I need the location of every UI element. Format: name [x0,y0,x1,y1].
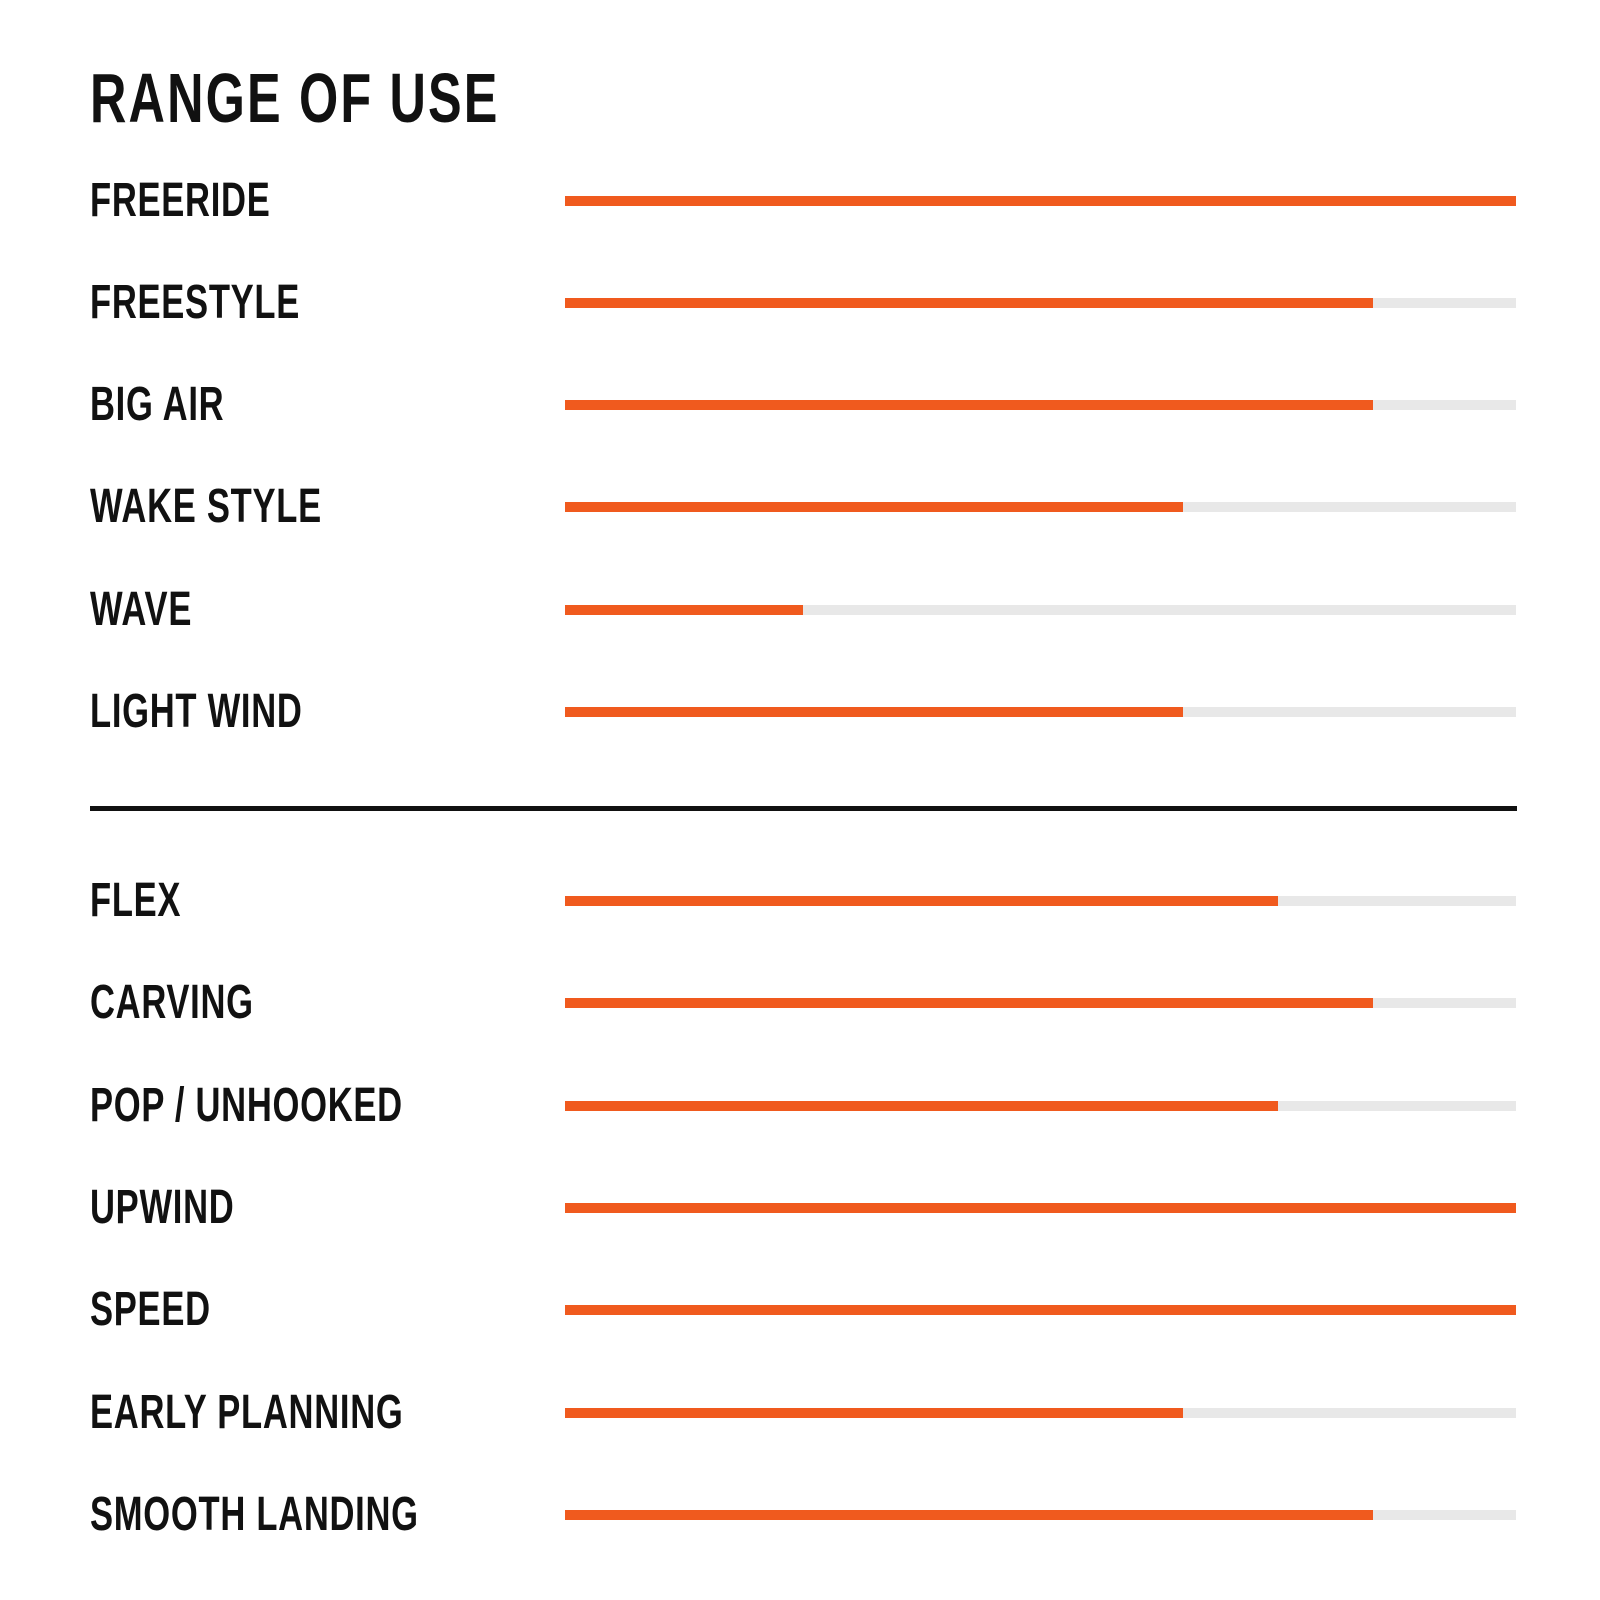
bar-row: POP / UNHOOKED [0,1076,1600,1136]
bar-fill [565,896,1279,906]
bar-label: CARVING [90,976,254,1029]
bar-track [565,605,1516,615]
bar-fill [565,400,1374,410]
bar-label: WAKE STYLE [90,480,322,533]
bar-label: WAVE [90,583,193,636]
bar-track [565,1305,1516,1315]
bar-track [565,502,1516,512]
bar-row: FREERIDE [0,171,1600,231]
bar-row: FREESTYLE [0,273,1600,333]
bar-track [565,1510,1516,1520]
bar-label: POP / UNHOOKED [90,1079,403,1132]
bar-fill [565,298,1374,308]
bar-track [565,298,1516,308]
bar-row: WAVE [0,580,1600,640]
bar-label: LIGHT WIND [90,685,303,738]
bar-fill [565,502,1184,512]
bar-track [565,1408,1516,1418]
bar-fill [565,1203,1516,1213]
bar-row: FLEX [0,871,1600,931]
bar-fill [565,1510,1374,1520]
bar-row: BIG AIR [0,375,1600,435]
bar-label: FREESTYLE [90,276,301,329]
bar-row: LIGHT WIND [0,682,1600,742]
bar-track [565,1101,1516,1111]
bar-fill [565,1305,1516,1315]
bar-track [565,896,1516,906]
bar-label: UPWIND [90,1181,235,1234]
section-divider [90,806,1517,811]
bar-row: WAKE STYLE [0,477,1600,537]
bar-row: CARVING [0,973,1600,1033]
bar-row: SMOOTH LANDING [0,1485,1600,1545]
bar-label: FLEX [90,874,182,927]
bar-label: FREERIDE [90,174,271,227]
bar-fill [565,605,803,615]
bar-fill [565,196,1516,206]
bar-fill [565,998,1374,1008]
chart-title: RANGE OF USE [90,59,500,137]
bar-fill [565,1408,1184,1418]
bar-track [565,707,1516,717]
bar-row: SPEED [0,1280,1600,1340]
bar-fill [565,707,1184,717]
bar-row: UPWIND [0,1178,1600,1238]
bar-label: SPEED [90,1283,211,1336]
bar-row: EARLY PLANNING [0,1383,1600,1443]
bar-fill [565,1101,1279,1111]
bar-track [565,998,1516,1008]
bar-label: SMOOTH LANDING [90,1488,419,1541]
bar-track [565,400,1516,410]
bar-label: EARLY PLANNING [90,1386,404,1439]
bar-label: BIG AIR [90,378,225,431]
bar-track [565,1203,1516,1213]
bar-track [565,196,1516,206]
